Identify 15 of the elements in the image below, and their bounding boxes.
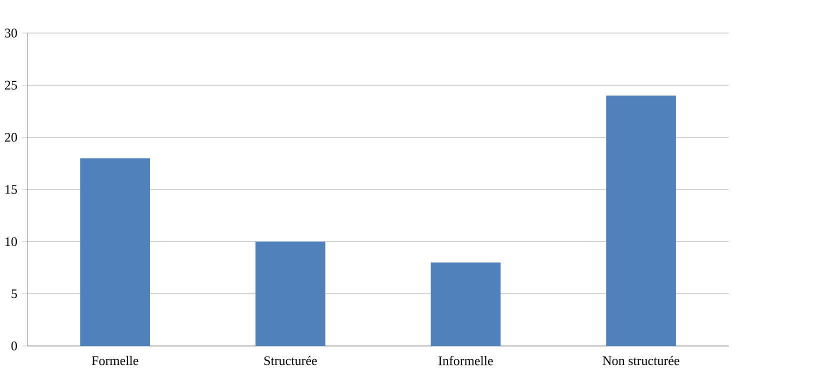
x-tick-label: Informelle: [438, 356, 493, 366]
y-tick-label: 10: [6, 237, 17, 246]
y-tick-label: 25: [4, 80, 17, 90]
y-tick-label: 0: [11, 342, 17, 351]
bar: [606, 96, 676, 346]
bar: [255, 242, 326, 346]
y-tick-label: 30: [5, 28, 17, 38]
bar: [80, 158, 150, 346]
y-tick-label: 20: [4, 133, 17, 142]
x-tick-label: Structurée: [264, 356, 317, 366]
x-tick-label: Formelle: [92, 356, 138, 366]
y-tick-label: 15: [6, 185, 17, 194]
y-tick-label: 5: [12, 290, 17, 298]
bar: [430, 262, 501, 346]
x-tick-label: Non structurée: [602, 356, 680, 366]
